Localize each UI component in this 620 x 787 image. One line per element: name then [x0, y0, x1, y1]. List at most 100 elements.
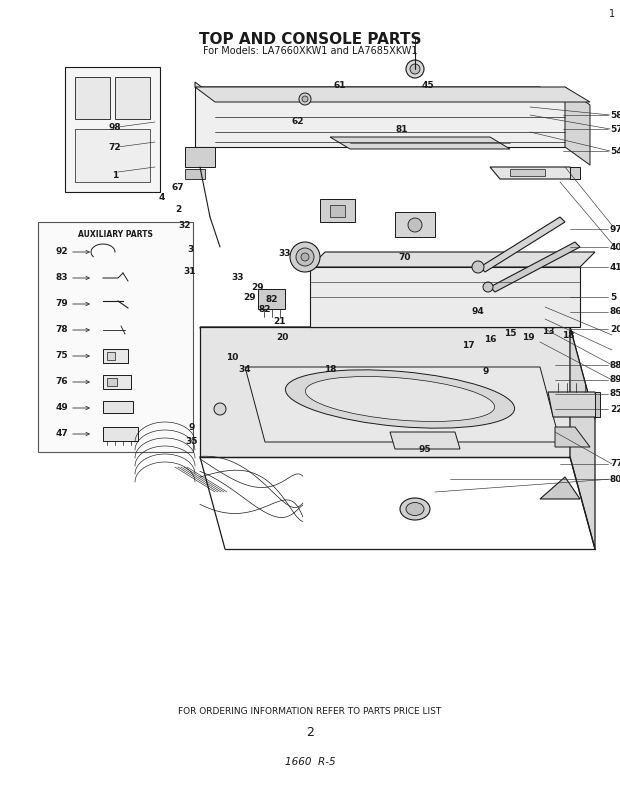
- Polygon shape: [75, 129, 150, 182]
- Text: 86: 86: [610, 308, 620, 316]
- Ellipse shape: [410, 64, 420, 74]
- Text: 89: 89: [610, 375, 620, 385]
- Polygon shape: [490, 167, 580, 179]
- Polygon shape: [395, 212, 435, 237]
- Text: 18: 18: [562, 331, 574, 339]
- Ellipse shape: [305, 376, 495, 422]
- Bar: [103, 401, 133, 413]
- Text: 57: 57: [610, 124, 620, 134]
- Ellipse shape: [299, 93, 311, 105]
- Bar: [103, 375, 131, 389]
- Polygon shape: [570, 327, 595, 549]
- Text: 10: 10: [226, 353, 238, 361]
- Text: 80: 80: [610, 475, 620, 483]
- Text: 33: 33: [232, 272, 244, 282]
- Polygon shape: [195, 87, 565, 102]
- Polygon shape: [38, 222, 193, 452]
- Text: 61: 61: [334, 80, 346, 90]
- Text: 79: 79: [55, 300, 68, 309]
- Text: 47: 47: [55, 430, 68, 438]
- Text: 1: 1: [609, 9, 615, 19]
- Text: For Models: LA7660XKW1 and LA7685XKW1: For Models: LA7660XKW1 and LA7685XKW1: [203, 46, 417, 56]
- Text: 40: 40: [610, 242, 620, 252]
- Ellipse shape: [408, 218, 422, 232]
- Polygon shape: [320, 199, 355, 222]
- Ellipse shape: [285, 370, 515, 428]
- Text: 45: 45: [422, 80, 435, 90]
- Text: 22: 22: [610, 405, 620, 413]
- Text: 62: 62: [292, 117, 304, 127]
- Polygon shape: [185, 147, 215, 167]
- Text: 76: 76: [55, 378, 68, 386]
- Text: 4: 4: [159, 193, 165, 201]
- Text: 41: 41: [610, 263, 620, 272]
- Polygon shape: [565, 87, 590, 165]
- Text: 9: 9: [189, 423, 195, 431]
- Text: 77: 77: [610, 460, 620, 468]
- Polygon shape: [258, 289, 285, 309]
- Ellipse shape: [472, 261, 484, 273]
- Text: 67: 67: [172, 183, 184, 191]
- Text: 15: 15: [503, 328, 516, 338]
- Text: 20: 20: [610, 324, 620, 334]
- Text: 82: 82: [259, 305, 272, 313]
- Ellipse shape: [406, 60, 424, 78]
- Text: 34: 34: [239, 364, 251, 374]
- Text: 2: 2: [306, 726, 314, 738]
- Text: 85: 85: [610, 390, 620, 398]
- Polygon shape: [540, 477, 580, 499]
- Ellipse shape: [214, 403, 226, 415]
- Polygon shape: [490, 242, 580, 292]
- Polygon shape: [75, 77, 110, 119]
- Polygon shape: [555, 427, 590, 447]
- Text: 72: 72: [108, 142, 122, 152]
- Polygon shape: [480, 217, 565, 272]
- Ellipse shape: [301, 253, 309, 261]
- Text: 2: 2: [175, 205, 181, 213]
- Polygon shape: [330, 137, 510, 149]
- Polygon shape: [390, 432, 460, 449]
- Polygon shape: [245, 367, 560, 442]
- Text: 54: 54: [610, 146, 620, 156]
- Text: TOP AND CONSOLE PARTS: TOP AND CONSOLE PARTS: [199, 32, 421, 47]
- Text: 18: 18: [324, 364, 336, 374]
- Text: 98: 98: [108, 123, 122, 131]
- Polygon shape: [510, 169, 545, 176]
- Polygon shape: [200, 327, 570, 457]
- Polygon shape: [330, 205, 345, 217]
- Text: 78: 78: [55, 326, 68, 334]
- Polygon shape: [195, 82, 215, 102]
- Text: 29: 29: [252, 283, 264, 291]
- Text: FOR ORDERING INFORMATION REFER TO PARTS PRICE LIST: FOR ORDERING INFORMATION REFER TO PARTS …: [179, 707, 441, 715]
- Polygon shape: [570, 167, 580, 179]
- Text: 35: 35: [186, 437, 198, 445]
- Text: 49: 49: [55, 404, 68, 412]
- Text: 29: 29: [244, 293, 256, 301]
- Bar: [107, 352, 115, 360]
- Polygon shape: [595, 392, 600, 417]
- Text: 81: 81: [396, 124, 408, 134]
- Text: 21: 21: [274, 316, 286, 326]
- Text: 58: 58: [610, 110, 620, 120]
- Text: AUXILIARY PARTS: AUXILIARY PARTS: [78, 230, 153, 239]
- Ellipse shape: [483, 282, 493, 292]
- Polygon shape: [195, 87, 590, 102]
- Text: 20: 20: [276, 332, 288, 342]
- Ellipse shape: [406, 503, 424, 515]
- Text: 32: 32: [179, 220, 191, 230]
- Text: 17: 17: [462, 341, 474, 349]
- Text: 88: 88: [610, 360, 620, 370]
- Polygon shape: [548, 392, 600, 417]
- Polygon shape: [185, 169, 205, 179]
- Text: 95: 95: [418, 445, 432, 453]
- Text: 16: 16: [484, 334, 496, 343]
- Text: 94: 94: [472, 306, 484, 316]
- Text: 70: 70: [399, 253, 411, 261]
- Polygon shape: [310, 267, 580, 327]
- Text: 1: 1: [112, 171, 118, 179]
- Text: 92: 92: [55, 247, 68, 257]
- Text: 75: 75: [55, 352, 68, 360]
- Text: 19: 19: [521, 332, 534, 342]
- Text: 33: 33: [279, 249, 291, 257]
- Bar: [107, 378, 117, 386]
